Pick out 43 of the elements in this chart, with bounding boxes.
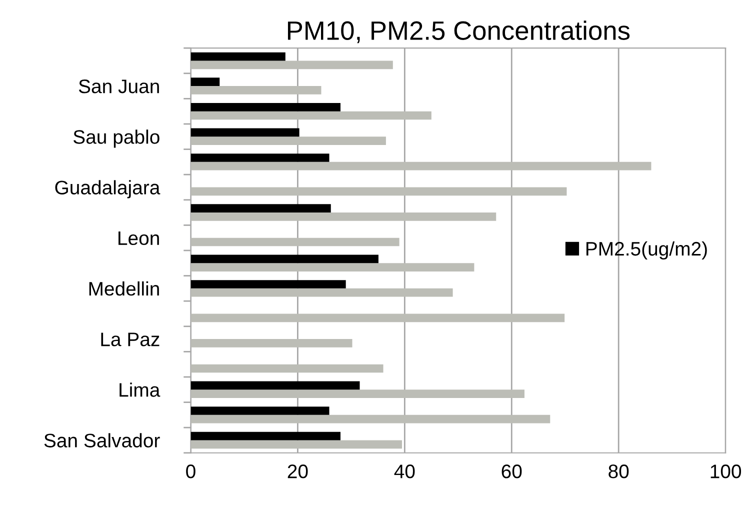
bar bbox=[190, 288, 453, 297]
bar bbox=[190, 406, 330, 415]
bar bbox=[190, 238, 400, 246]
y-tick-label: La Paz bbox=[101, 332, 160, 346]
y-tick-label: Guadalajara bbox=[55, 180, 160, 198]
bar bbox=[190, 364, 384, 373]
x-tick-label: 100 bbox=[710, 464, 742, 478]
bar bbox=[190, 254, 378, 264]
bar bbox=[190, 390, 524, 398]
bar bbox=[190, 187, 567, 196]
chart-title: PM10, PM2.5 Concentrations bbox=[288, 20, 630, 44]
bar bbox=[190, 280, 346, 288]
y-tick-label: Lima bbox=[120, 382, 160, 397]
bar bbox=[190, 102, 340, 112]
bar bbox=[190, 162, 652, 170]
bar bbox=[190, 60, 393, 70]
bar bbox=[190, 432, 340, 440]
bar bbox=[190, 86, 322, 94]
x-tick-label: 20 bbox=[288, 464, 308, 478]
x-tick-label: 80 bbox=[608, 464, 629, 478]
bar bbox=[190, 339, 352, 348]
y-tick-label: Sau pablo bbox=[74, 130, 160, 148]
y-tick-label: San Salvador bbox=[44, 433, 160, 448]
bar bbox=[190, 154, 330, 162]
bar bbox=[190, 128, 300, 137]
y-tick-label: Medellin bbox=[89, 281, 159, 296]
bar bbox=[190, 52, 286, 61]
bar bbox=[190, 212, 496, 221]
y-tick-label: Leon bbox=[118, 231, 159, 246]
bar bbox=[190, 381, 360, 390]
bar bbox=[190, 314, 565, 322]
bar bbox=[190, 136, 386, 145]
bar bbox=[190, 414, 550, 424]
bar bbox=[190, 263, 474, 272]
legend-label: PM2.5(ug/m2) bbox=[586, 241, 707, 260]
x-tick-label: 40 bbox=[394, 464, 415, 478]
bar bbox=[190, 440, 402, 449]
x-tick-label: 0 bbox=[186, 464, 196, 478]
bar bbox=[190, 78, 220, 86]
x-tick-label: 60 bbox=[502, 464, 522, 478]
bar bbox=[190, 204, 331, 213]
y-tick-label: San Juan bbox=[78, 79, 159, 94]
bar bbox=[190, 111, 432, 120]
